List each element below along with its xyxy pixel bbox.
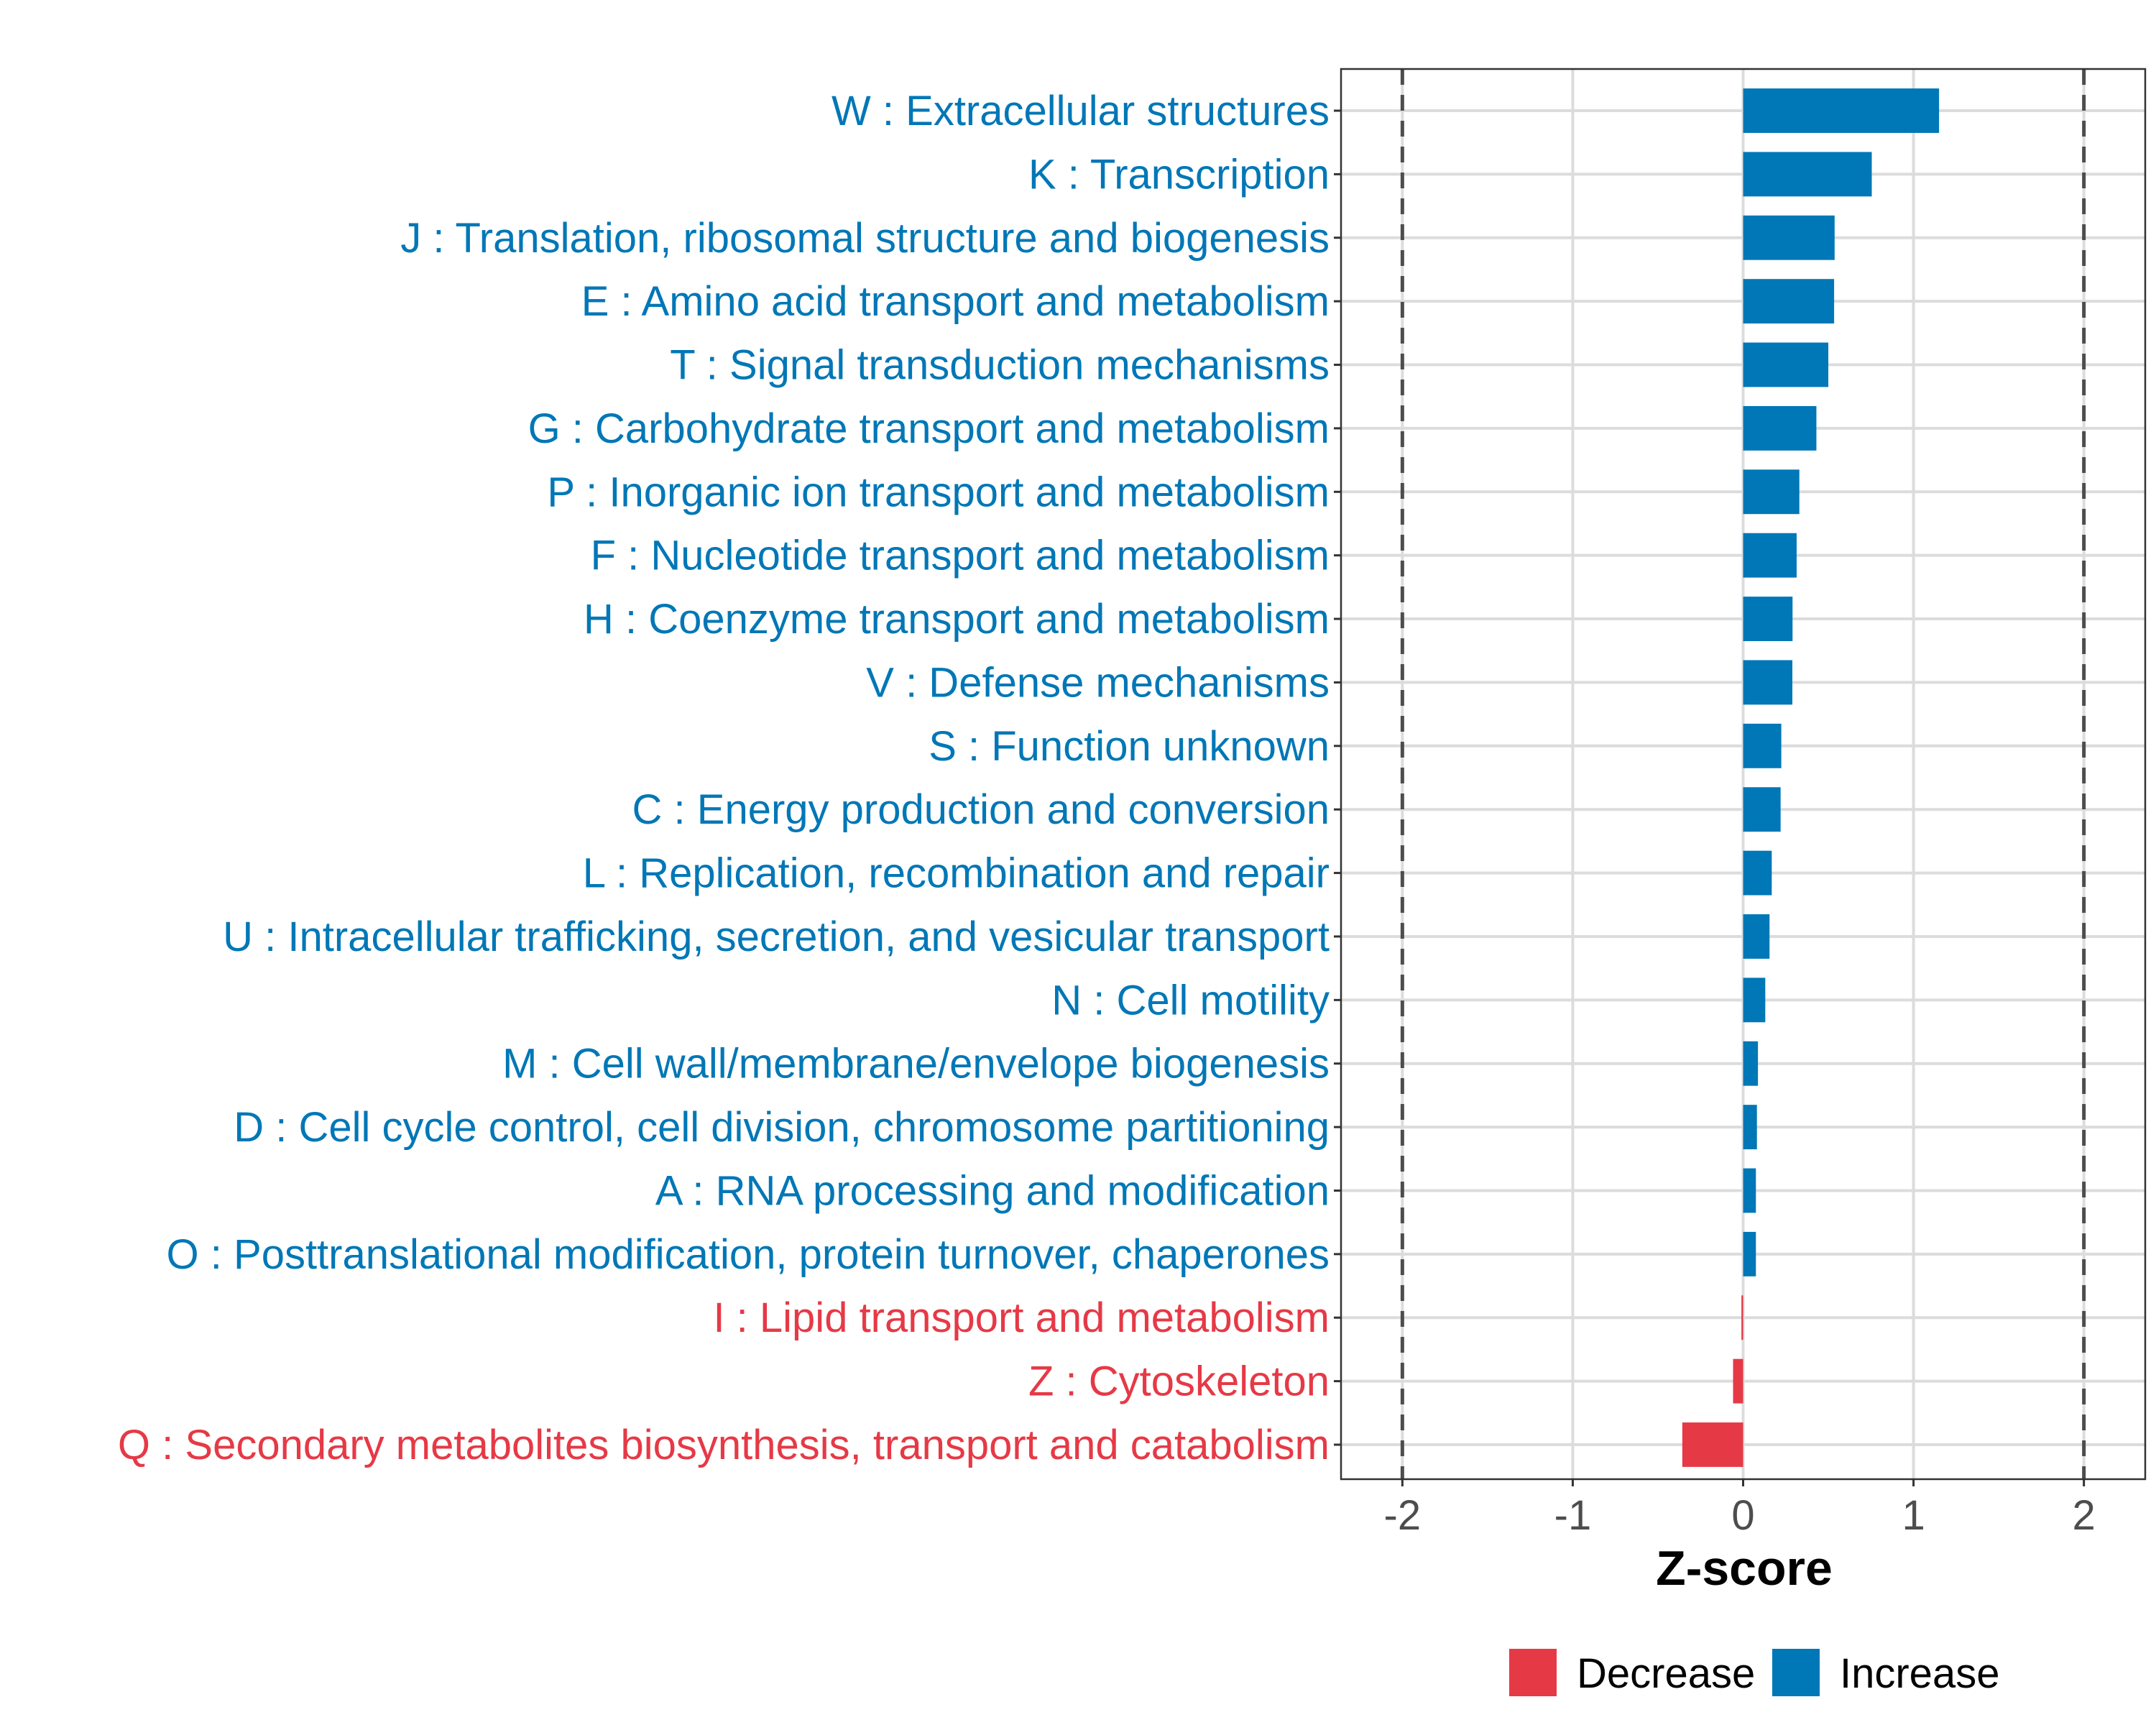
legend-key (1509, 1649, 1557, 1696)
bar (1743, 850, 1772, 896)
category-label: S : Function unknown (929, 723, 1330, 770)
bar (1743, 1168, 1756, 1213)
category-label: E : Amino acid transport and metabolism (581, 278, 1330, 325)
bar (1743, 1231, 1756, 1276)
bar (1743, 914, 1770, 959)
category-label: N : Cell motility (1051, 977, 1330, 1024)
bars (1682, 88, 1940, 1467)
bar (1743, 787, 1781, 832)
x-tick-label: -2 (1384, 1492, 1422, 1539)
bar (1741, 1295, 1743, 1340)
category-label: M : Cell wall/membrane/envelope biogenes… (502, 1041, 1330, 1087)
bar (1743, 88, 1940, 133)
legend: Decrease Increase (1509, 1649, 1999, 1697)
legend-key (1772, 1649, 1820, 1696)
category-label: F : Nucleotide transport and metabolism (591, 533, 1330, 579)
category-labels: W : Extracellular structures K : Transcri… (118, 88, 1341, 1468)
category-label: K : Transcription (1028, 151, 1330, 198)
x-tick-label: -1 (1554, 1492, 1592, 1539)
bar (1743, 215, 1835, 260)
bar (1743, 533, 1797, 578)
bar (1743, 1105, 1757, 1150)
category-label: T : Signal transduction mechanisms (670, 342, 1330, 389)
legend-label: Increase (1840, 1650, 1999, 1697)
bar (1743, 279, 1835, 324)
category-label: U : Intracellular trafficking, secretion… (223, 914, 1330, 960)
category-label: I : Lipid transport and metabolism (713, 1294, 1330, 1341)
bar (1743, 597, 1793, 641)
bar (1743, 978, 1766, 1023)
category-label: O : Posttranslational modification, prot… (167, 1231, 1330, 1278)
category-label: H : Coenzyme transport and metabolism (584, 596, 1330, 643)
bar (1733, 1358, 1743, 1404)
category-label: G : Carbohydrate transport and metabolis… (528, 405, 1330, 452)
reference-lines (1400, 69, 2086, 1479)
bar (1743, 342, 1829, 387)
x-tick-label: 1 (1902, 1492, 1925, 1539)
legend-label: Decrease (1577, 1650, 1755, 1697)
category-label: J : Translation, ribosomal structure and… (400, 215, 1330, 262)
category-label: Q : Secondary metabolites biosynthesis, … (118, 1422, 1330, 1468)
bar (1682, 1422, 1743, 1467)
category-label: W : Extracellular structures (831, 88, 1330, 134)
x-tick-label: 2 (2073, 1492, 2096, 1539)
category-label: C : Energy production and conversion (632, 786, 1330, 833)
x-ticks: -2 -1 0 1 2 (1384, 1479, 2096, 1539)
x-axis-title: Z-score (1656, 1541, 1833, 1596)
bar (1743, 152, 1872, 197)
category-label: P : Inorganic ion transport and metaboli… (547, 469, 1330, 515)
category-label: D : Cell cycle control, cell division, c… (234, 1104, 1330, 1151)
category-label: Z : Cytoskeleton (1028, 1358, 1330, 1405)
bar (1743, 723, 1782, 768)
bar (1743, 405, 1817, 451)
category-label: L : Replication, recombination and repai… (583, 850, 1330, 897)
category-label: A : RNA processing and modification (655, 1167, 1330, 1214)
bar (1743, 1041, 1759, 1086)
bar (1743, 469, 1800, 515)
bar (1743, 660, 1793, 705)
category-label: V : Defense mechanisms (866, 659, 1330, 706)
x-tick-label: 0 (1731, 1492, 1754, 1539)
